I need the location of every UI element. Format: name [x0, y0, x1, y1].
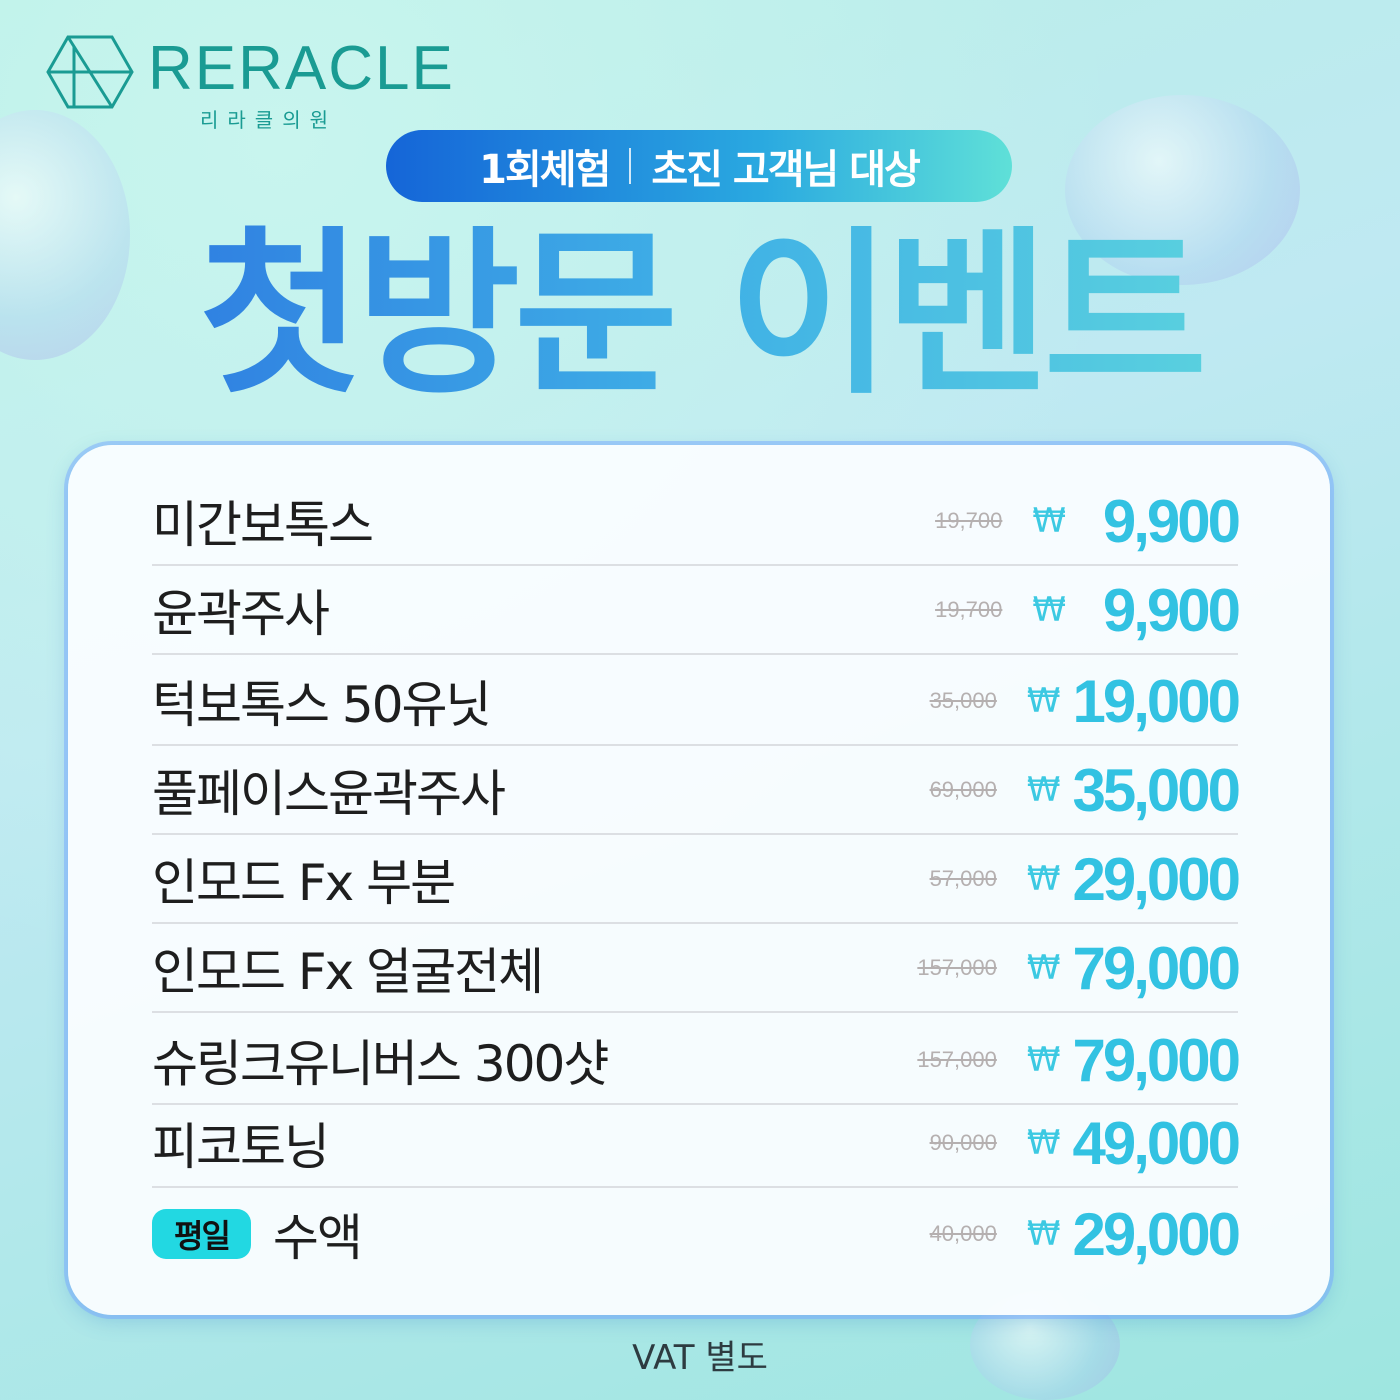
price-row: 인모드 Fx 얼굴전체 157,000 ₩ 79,000 — [152, 925, 1241, 1013]
vat-note: VAT 별도 — [632, 1338, 768, 1378]
treatment-name: 턱보톡스 50유닛 — [152, 665, 887, 737]
sale-price: 35,000 — [1072, 756, 1241, 824]
price-row: 윤곽주사 19,700 ₩ 9,900 — [152, 567, 1241, 655]
price-row: 턱보톡스 50유닛 35,000 ₩ 19,000 — [152, 658, 1241, 746]
event-banner: 1회체험 초진 고객님 대상 — [386, 130, 1012, 202]
original-price: 157,000 — [917, 955, 997, 980]
hexagon-logo-icon — [46, 35, 134, 109]
won-icon: ₩ — [1026, 948, 1061, 988]
price-row: 피코토닝 90,000 ₩ 49,000 — [152, 1100, 1241, 1188]
sale-price: 19,000 — [1072, 667, 1241, 735]
logo: RERACLE 리라클의원 — [46, 34, 455, 133]
original-price: 35,000 — [929, 688, 997, 713]
original-price: 19,700 — [935, 508, 1003, 533]
won-icon: ₩ — [1026, 1123, 1061, 1163]
original-price: 157,000 — [917, 1047, 997, 1072]
original-price: 40,000 — [929, 1221, 997, 1246]
sale-price: 49,000 — [1072, 1109, 1241, 1177]
price-list-card: 미간보톡스 19,700 ₩ 9,900 윤곽주사 19,700 ₩ 9,900 턱… — [68, 445, 1330, 1315]
treatment-label: 인모드 Fx 부분 — [152, 854, 456, 912]
banner-right: 초진 고객님 대상 — [651, 147, 920, 193]
original-price: 57,000 — [929, 866, 997, 891]
treatment-label: 수액 — [272, 1209, 363, 1267]
sale-price: 29,000 — [1072, 845, 1241, 913]
treatment-label: 미간보톡스 — [152, 496, 374, 554]
treatment-label: 턱보톡스 50유닛 — [152, 676, 492, 734]
treatment-label: 윤곽주사 — [152, 585, 330, 643]
price-row: 풀페이스윤곽주사 69,000 ₩ 35,000 — [152, 747, 1241, 835]
price-row: 슈링크유니버스 300샷 157,000 ₩ 79,000 — [152, 1017, 1241, 1105]
treatment-name: 풀페이스윤곽주사 — [152, 754, 887, 826]
won-icon: ₩ — [1026, 1214, 1061, 1254]
brand-name: RERACLE — [148, 34, 455, 103]
price-row: 미간보톡스 19,700 ₩ 9,900 — [152, 478, 1241, 566]
treatment-name: 평일 수액 — [152, 1198, 887, 1270]
sale-price: 29,000 — [1072, 1200, 1241, 1268]
banner-left: 1회체험 — [479, 147, 611, 193]
treatment-name: 피코토닝 — [152, 1107, 887, 1179]
treatment-name: 인모드 Fx 부분 — [152, 843, 887, 915]
won-icon: ₩ — [1026, 770, 1061, 810]
original-price: 90,000 — [929, 1130, 997, 1155]
won-icon: ₩ — [1026, 681, 1061, 721]
sale-price: 79,000 — [1072, 934, 1241, 1002]
won-icon: ₩ — [1026, 1040, 1061, 1080]
treatment-label: 인모드 Fx 얼굴전체 — [152, 943, 544, 1001]
brand-korean: 리라클의원 — [200, 108, 337, 132]
won-icon: ₩ — [1026, 859, 1061, 899]
weekday-badge: 평일 — [152, 1209, 251, 1259]
sale-price: 9,900 — [1102, 487, 1241, 555]
divider — [629, 148, 632, 184]
treatment-label: 피코토닝 — [152, 1118, 330, 1176]
treatment-name: 미간보톡스 — [152, 485, 892, 557]
treatment-label: 슈링크유니버스 300샷 — [152, 1035, 609, 1093]
won-icon: ₩ — [1032, 501, 1066, 541]
sale-price: 9,900 — [1102, 576, 1241, 644]
treatment-name: 슈링크유니버스 300샷 — [152, 1024, 887, 1096]
price-row: 평일 수액 40,000 ₩ 29,000 — [152, 1190, 1241, 1278]
treatment-name: 인모드 Fx 얼굴전체 — [152, 932, 887, 1004]
sale-price: 79,000 — [1072, 1026, 1241, 1094]
original-price: 19,700 — [935, 597, 1003, 622]
decorative-glass-disc — [1065, 95, 1300, 285]
won-icon: ₩ — [1032, 590, 1066, 630]
original-price: 69,000 — [929, 777, 997, 802]
treatment-name: 윤곽주사 — [152, 574, 892, 646]
treatment-label: 풀페이스윤곽주사 — [152, 765, 506, 823]
page-title: 첫방문 이벤트 — [0, 215, 1400, 415]
price-row: 인모드 Fx 부분 57,000 ₩ 29,000 — [152, 836, 1241, 924]
